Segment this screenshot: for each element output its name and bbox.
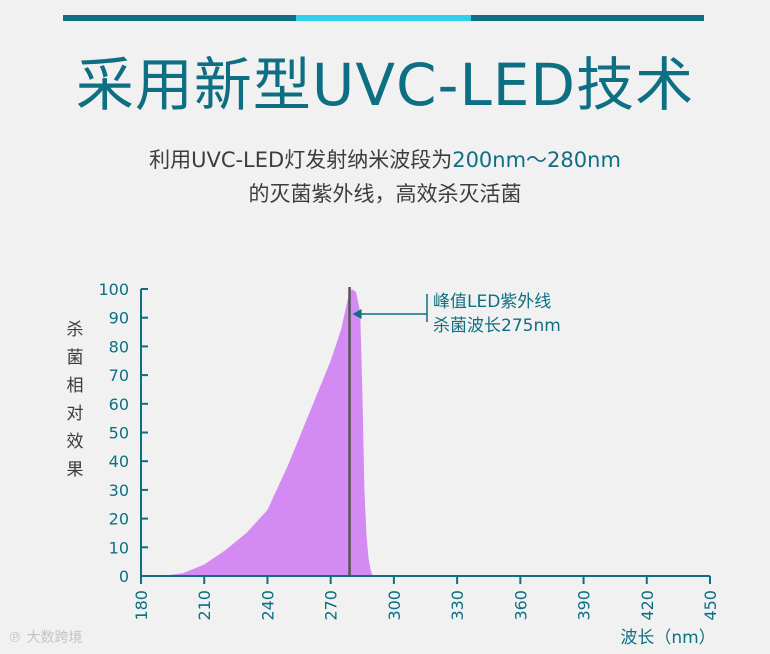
x-tick-label: 180 — [132, 590, 151, 621]
y-tick-label: 90 — [109, 309, 129, 328]
y-tick-label: 50 — [109, 424, 129, 443]
x-axis-label: 波长（nm） — [620, 628, 715, 648]
watermark-logo-icon: ℗ — [8, 630, 22, 646]
page-title: 采用新型UVC-LED技术 — [75, 51, 695, 119]
x-tick-label: 300 — [385, 590, 404, 621]
y-tick-label: 100 — [98, 280, 129, 299]
y-tick-label: 60 — [109, 395, 129, 414]
watermark: ℗ 大数跨境 — [8, 627, 82, 647]
x-tick-label: 390 — [575, 590, 594, 621]
y-tick-label: 40 — [109, 452, 129, 471]
top-accent-bar — [63, 15, 704, 21]
watermark-text: 大数跨境 — [26, 630, 83, 646]
annotation-line-1: 峰值LED紫外线 — [433, 292, 551, 312]
subtitle-line-1: 利用UVC-LED灯发射纳米波段为200nm～280nm — [0, 143, 770, 177]
x-tick-label: 240 — [258, 590, 277, 621]
y-tick-label: 70 — [109, 366, 129, 385]
y-tick-label: 80 — [109, 337, 129, 356]
subtitle-line-2: 的灭菌紫外线，高效杀灭活菌 — [248, 182, 522, 206]
area-layer — [162, 289, 373, 576]
x-tick-label: 270 — [322, 590, 341, 621]
subtitle-line-1-prefix: 利用UVC-LED灯发射纳米波段为 — [149, 148, 453, 172]
top-accent-highlight — [296, 15, 471, 21]
spectrum-area — [162, 289, 373, 576]
ticks-layer: 180 210 240 270 300 330 360 390 420 450 0 10 20 30 40 5… — [98, 280, 720, 648]
x-tick-label: 450 — [701, 590, 720, 621]
axes-layer — [140, 289, 710, 577]
x-tick-label: 420 — [638, 590, 657, 621]
x-tick-label: 210 — [195, 590, 214, 621]
y-axis-label: 杀菌相对效果 — [66, 320, 84, 480]
annotation-line-2: 杀菌波长275nm — [433, 316, 561, 336]
page-subtitle: 利用UVC-LED灯发射纳米波段为200nm～280nm 的灭菌紫外线，高效杀灭… — [0, 143, 770, 211]
annotation-arrow-icon — [352, 309, 362, 319]
y-tick-label: 20 — [109, 510, 129, 529]
y-tick-label: 0 — [119, 567, 129, 586]
x-tick-label: 330 — [448, 590, 467, 621]
y-tick-label: 30 — [109, 481, 129, 500]
subtitle-wavelength-range: 200nm～280nm — [452, 148, 621, 172]
y-tick-label: 10 — [109, 538, 129, 557]
x-tick-label: 360 — [511, 590, 530, 621]
